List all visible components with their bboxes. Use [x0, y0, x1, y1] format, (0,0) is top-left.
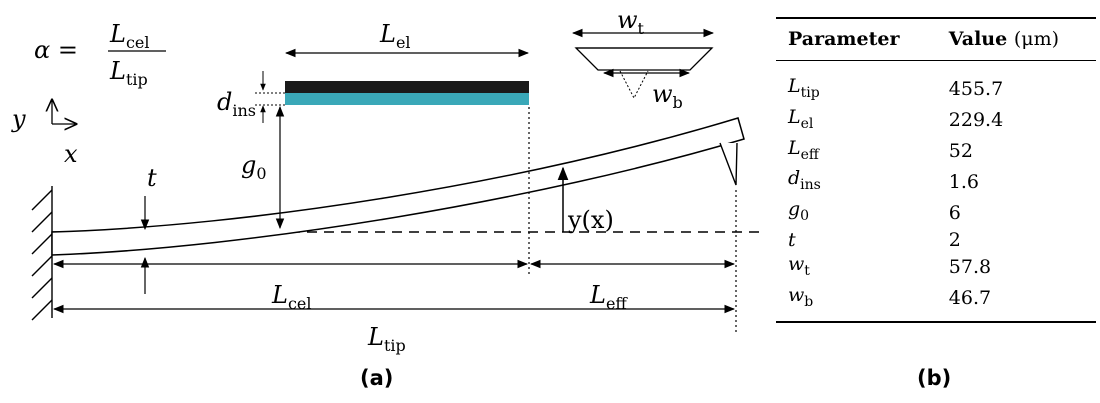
table-row: g0 6: [776, 197, 1096, 228]
axis-x-label: x: [64, 140, 78, 168]
t-label: t: [147, 164, 157, 192]
param-symbol: g0: [788, 198, 810, 224]
param-value: 455.7: [948, 78, 1004, 101]
table-header-row: Parameter Value (μm): [776, 18, 1096, 61]
axis-y-label: y: [11, 105, 26, 133]
wt-label: wt: [617, 6, 645, 38]
table-row: dins 1.6: [776, 166, 1096, 197]
electrode-insulator-layer: [285, 93, 529, 105]
caption-a: (a): [360, 366, 394, 390]
param-symbol: dins: [788, 167, 821, 194]
alpha-denominator: Ltip: [109, 57, 148, 89]
clamp-wall: [31, 186, 53, 321]
alpha-lhs: α =: [34, 36, 78, 64]
dins-label: dins: [217, 88, 256, 120]
axis-indicator: y x: [11, 100, 78, 168]
Ltip-label: Ltip: [367, 323, 406, 355]
param-symbol: wt: [788, 252, 810, 279]
electrode-top-layer: [285, 81, 529, 93]
param-value: 52: [948, 139, 973, 162]
g0-label: g0: [241, 151, 267, 183]
table-row: Ltip 455.7: [776, 61, 1096, 105]
param-symbol: wb: [788, 283, 814, 310]
yx-label: y(x): [567, 206, 614, 234]
Lcel-label: Lcel: [271, 281, 311, 313]
cross-section: [571, 28, 715, 100]
table-row: wt 57.8: [776, 252, 1096, 283]
cantilever-beam: [51, 117, 745, 256]
table-row: Leff 52: [776, 136, 1096, 167]
Leff-label: Leff: [589, 281, 628, 313]
caption-b: (b): [917, 366, 952, 390]
param-symbol: Leff: [788, 136, 819, 163]
param-value: 57.8: [948, 256, 992, 279]
param-value: 46.7: [948, 287, 992, 310]
param-value: 1.6: [948, 170, 979, 193]
Lel-label: Lel: [379, 20, 411, 52]
param-value: 6: [948, 201, 961, 224]
param-symbol: Lel: [788, 105, 814, 132]
header-value: Value (μm): [948, 28, 1060, 50]
param-value: 229.4: [948, 109, 1004, 132]
param-value: 2: [948, 228, 961, 251]
cantilever-diagram: α = Lcel Ltip y x Lel: [11, 6, 766, 355]
param-symbol: Ltip: [788, 75, 820, 101]
alpha-formula: α = Lcel Ltip: [34, 20, 166, 89]
alpha-numerator: Lcel: [109, 20, 149, 52]
table-row: wb 46.7: [776, 283, 1096, 322]
parameter-table: Parameter Value (μm) Ltip 455.7 Lel 229.4 Le…: [776, 17, 1096, 323]
tip-probe: [719, 142, 738, 186]
header-parameter: Parameter: [788, 28, 900, 50]
wb-label: wb: [652, 80, 683, 112]
dins-dimension: [255, 71, 285, 123]
table-row: Lel 229.4: [776, 105, 1096, 136]
param-symbol: t: [788, 228, 796, 251]
